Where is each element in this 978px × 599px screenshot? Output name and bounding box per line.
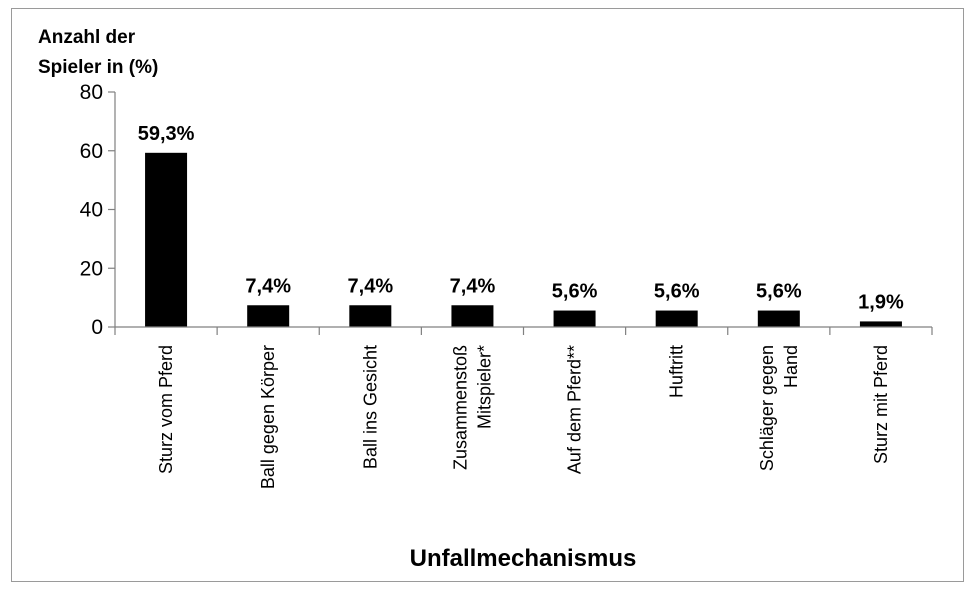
x-axis-title: Unfallmechanismus (410, 545, 637, 572)
category-label: Ball gegen Körper (258, 345, 278, 489)
data-label: 7,4% (348, 275, 394, 297)
category-label: Sturz mit Pferd (871, 345, 891, 464)
category-label: Mitspieler* (474, 345, 494, 429)
category-label: Auf dem Pferd** (565, 345, 585, 474)
data-label: 7,4% (245, 275, 291, 297)
bar (655, 310, 698, 327)
y-tick-label: 20 (80, 257, 103, 280)
bar (451, 305, 494, 327)
category-label: Schläger gegen (757, 345, 777, 471)
y-tick-label: 40 (80, 199, 103, 222)
data-label: 5,6% (552, 281, 598, 303)
data-label: 7,4% (450, 275, 496, 297)
category-label: Zusammenstoß (450, 345, 470, 470)
y-tick-label: 60 (80, 140, 103, 163)
y-tick-label: 80 (80, 81, 103, 104)
data-label: 1,9% (858, 291, 904, 313)
data-label: 5,6% (654, 281, 700, 303)
bar (757, 310, 800, 327)
data-label: 5,6% (756, 281, 802, 303)
bar (145, 152, 188, 327)
y-axis-label-line-2: Spieler in (%) (38, 57, 158, 78)
bar (247, 305, 290, 327)
category-label: Huftritt (667, 345, 687, 398)
category-label: Sturz vom Pferd (156, 345, 176, 474)
y-tick-label: 0 (91, 316, 103, 339)
category-label: Hand (781, 345, 801, 388)
bar (553, 310, 596, 327)
bar (349, 305, 392, 327)
data-label: 59,3% (138, 123, 195, 145)
category-label: Ball ins Gesicht (360, 345, 380, 469)
y-axis-label-line-1: Anzahl der (38, 27, 136, 48)
bar (859, 321, 902, 327)
